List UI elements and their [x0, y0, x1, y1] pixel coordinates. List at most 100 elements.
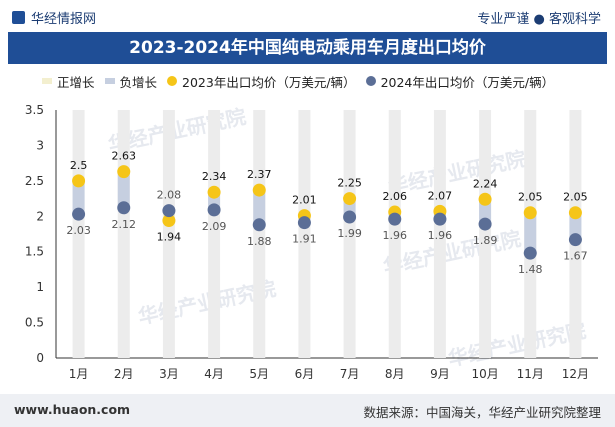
point-2023 [523, 206, 537, 220]
y-tick-label: 0.5 [25, 316, 44, 330]
website-link[interactable]: www.huaon.com [14, 402, 131, 417]
x-tick-label: 2月 [114, 367, 134, 381]
tagline: 专业严谨 ● 客观科学 [477, 12, 601, 27]
y-tick-label: 2 [36, 209, 44, 223]
point-2024 [568, 233, 582, 247]
chart-title: 2023-2024年中国纯电动乘用车月度出口均价 [8, 32, 607, 64]
point-2023 [252, 183, 266, 197]
data-label-2023: 2.25 [337, 177, 362, 190]
point-2023 [343, 192, 357, 206]
data-label-2024: 1.67 [563, 250, 588, 263]
x-tick-label: 8月 [385, 367, 405, 381]
legend: 正增长 负增长 2023年出口均价（万美元/辆） 2024年出口均价（万美元/辆… [42, 72, 564, 90]
negative-swatch [104, 78, 115, 84]
y-tick-label: 0 [36, 351, 44, 365]
data-label-2023: 2.06 [383, 190, 408, 203]
background-bar [208, 110, 221, 358]
legend-positive: 正增长 [42, 72, 95, 91]
background-bar [479, 110, 492, 358]
x-tick-label: 11月 [517, 367, 544, 381]
data-label-2023: 1.94 [157, 231, 182, 244]
data-label-2023: 2.24 [473, 177, 498, 190]
background-bar [72, 110, 85, 358]
y-tick-label: 3.5 [25, 103, 44, 117]
x-tick-label: 10月 [471, 367, 498, 381]
series-2024-swatch [365, 76, 376, 86]
data-label-2023: 2.07 [428, 189, 453, 202]
data-label-2024: 1.48 [518, 263, 543, 276]
negative-bar [72, 180, 85, 215]
data-label-2023: 2.63 [112, 150, 137, 163]
legend-2023-label: 2023年出口均价（万美元/辆） [182, 74, 356, 90]
x-tick-label: 3月 [159, 367, 179, 381]
brand: 华经情报网 [12, 8, 96, 27]
top-bar: 华经情报网 专业严谨 ● 客观科学 [0, 0, 615, 32]
series-2023-swatch [167, 76, 178, 86]
data-label-2024: 2.09 [202, 220, 227, 233]
x-tick-label: 12月 [562, 367, 589, 381]
data-label-2023: 2.34 [202, 170, 227, 183]
point-2024 [207, 203, 221, 217]
point-2024 [478, 217, 492, 231]
legend-negative-label: 负增长 [119, 74, 158, 90]
point-2024 [388, 212, 402, 226]
point-2024 [433, 212, 447, 226]
point-2023 [72, 174, 86, 188]
point-2024 [297, 216, 311, 230]
point-2024 [162, 204, 176, 218]
data-label-2024: 1.88 [247, 235, 272, 248]
background-bar [388, 110, 401, 358]
background-bar [298, 110, 311, 358]
point-2023 [117, 165, 131, 179]
point-2024 [523, 246, 537, 260]
negative-bar [117, 171, 130, 208]
x-tick-label: 5月 [249, 367, 269, 381]
background-bar [162, 110, 175, 358]
point-2023 [207, 185, 221, 199]
brand-name: 华经情报网 [31, 12, 97, 27]
point-2023 [162, 214, 176, 228]
legend-positive-label: 正增长 [57, 74, 95, 90]
y-tick-label: 1 [36, 280, 44, 294]
point-2023 [478, 192, 492, 206]
positive-swatch [42, 78, 52, 84]
watermark-text: 华经产业研究院 [446, 318, 588, 371]
x-tick-label: 7月 [340, 367, 360, 381]
logo-icon [12, 11, 25, 24]
negative-bar [479, 199, 492, 225]
x-tick-label: 6月 [295, 367, 315, 381]
data-label-2023: 2.05 [563, 191, 588, 204]
x-tick-label: 1月 [69, 367, 89, 381]
watermark-text: 华经产业研究院 [386, 146, 528, 199]
footer: www.huaon.com 数据来源：中国海关，华经产业研究院整理 [0, 394, 615, 427]
legend-2024: 2024年出口均价（万美元/辆） [365, 72, 554, 91]
point-2023 [568, 206, 582, 220]
background-bar [343, 110, 356, 358]
legend-2023: 2023年出口均价（万美元/辆） [167, 72, 356, 91]
point-2024 [117, 201, 131, 215]
negative-bar [253, 190, 266, 225]
data-label-2024: 1.91 [292, 233, 317, 246]
background-bar [253, 110, 266, 358]
negative-bar [569, 212, 582, 240]
data-label-2023: 2.5 [70, 159, 88, 172]
data-source: 数据来源：中国海关，华经产业研究院整理 [363, 405, 601, 420]
legend-negative: 负增长 [104, 72, 158, 91]
x-tick-label: 4月 [204, 367, 224, 381]
point-2024 [343, 210, 357, 224]
background-bar [433, 110, 446, 358]
data-label-2024: 2.08 [157, 189, 182, 202]
data-label-2024: 1.89 [473, 234, 498, 247]
background-bar [117, 110, 130, 358]
data-label-2023: 2.05 [518, 191, 543, 204]
data-label-2024: 2.03 [66, 224, 91, 237]
data-label-2023: 2.01 [292, 194, 317, 207]
y-tick-label: 2.5 [25, 174, 44, 188]
y-tick-label: 1.5 [25, 245, 44, 259]
negative-bar [524, 212, 537, 254]
point-2024 [252, 218, 266, 232]
data-label-2024: 1.99 [337, 227, 362, 240]
data-label-2024: 1.96 [383, 229, 408, 242]
x-tick-label: 9月 [430, 367, 450, 381]
chart-area: 华经产业研究院华经产业研究院华经产业研究院华经产业研究院华经产业研究院00.51… [25, 103, 598, 381]
